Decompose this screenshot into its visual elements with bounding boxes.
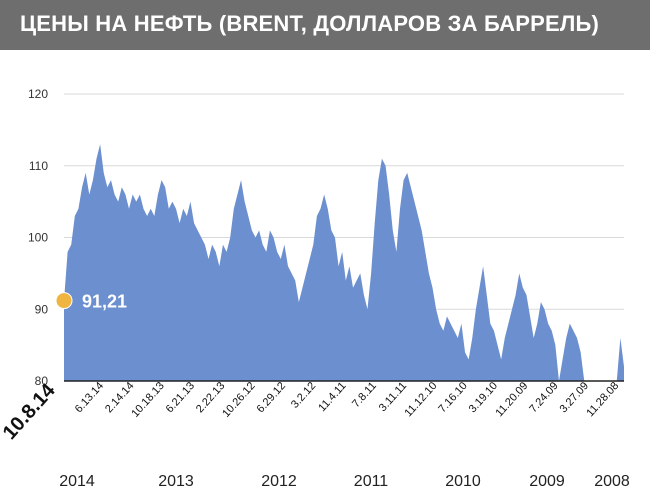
current-price-marker [55, 292, 73, 310]
x-tick-label: 7.16.10 [436, 380, 469, 415]
x-tick-label: 11.28.08 [584, 380, 621, 419]
year-label: 2012 [261, 473, 297, 490]
y-tick-label: 110 [29, 159, 48, 173]
x-tick-label: 6.29.12 [255, 380, 288, 415]
x-tick-label: 6.21.13 [164, 380, 197, 415]
chart-title: ЦЕНЫ НА НЕФТЬ (BRENT, ДОЛЛАРОВ ЗА БАРРЕЛ… [20, 11, 600, 36]
year-label: 2010 [445, 473, 481, 490]
y-tick-label: 120 [28, 87, 48, 101]
title-bar: ЦЕНЫ НА НЕФТЬ (BRENT, ДОЛЛАРОВ ЗА БАРРЕЛ… [0, 0, 650, 50]
current-price-label: 91,21 [82, 292, 127, 312]
x-tick-label: 7.24.09 [527, 380, 560, 415]
x-tick-label: 11.4.11 [316, 380, 348, 414]
x-tick-label: 6.13.14 [73, 380, 106, 415]
x-tick-label: 10.26.12 [220, 380, 258, 420]
y-tick-label: 80 [35, 374, 49, 388]
price-area-series [64, 144, 624, 381]
y-tick-label: 100 [28, 231, 48, 245]
year-label: 2013 [158, 473, 194, 490]
y-tick-label: 90 [35, 302, 49, 316]
year-label: 2009 [529, 473, 565, 490]
x-tick-label-current: 10.8.14 [0, 379, 60, 444]
year-label: 2008 [594, 473, 630, 490]
x-tick-label: 10.18.13 [129, 380, 167, 420]
x-tick-label: 7.8.11 [350, 380, 379, 410]
year-label: 2011 [354, 473, 389, 490]
x-tick-label: 11.12.10 [402, 380, 439, 419]
x-tick-label: 3.2.12 [289, 380, 318, 411]
year-label: 2014 [59, 473, 95, 490]
x-tick-label: 11.20.09 [493, 380, 530, 419]
